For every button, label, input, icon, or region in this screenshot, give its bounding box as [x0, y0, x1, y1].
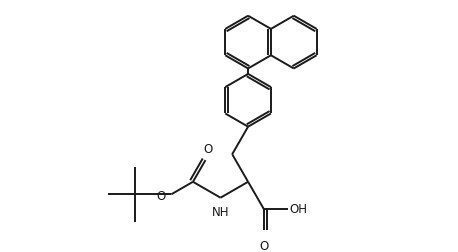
Text: O: O: [259, 240, 269, 252]
Text: OH: OH: [289, 203, 307, 216]
Text: O: O: [203, 143, 213, 155]
Text: O: O: [157, 190, 166, 203]
Text: NH: NH: [212, 206, 229, 219]
